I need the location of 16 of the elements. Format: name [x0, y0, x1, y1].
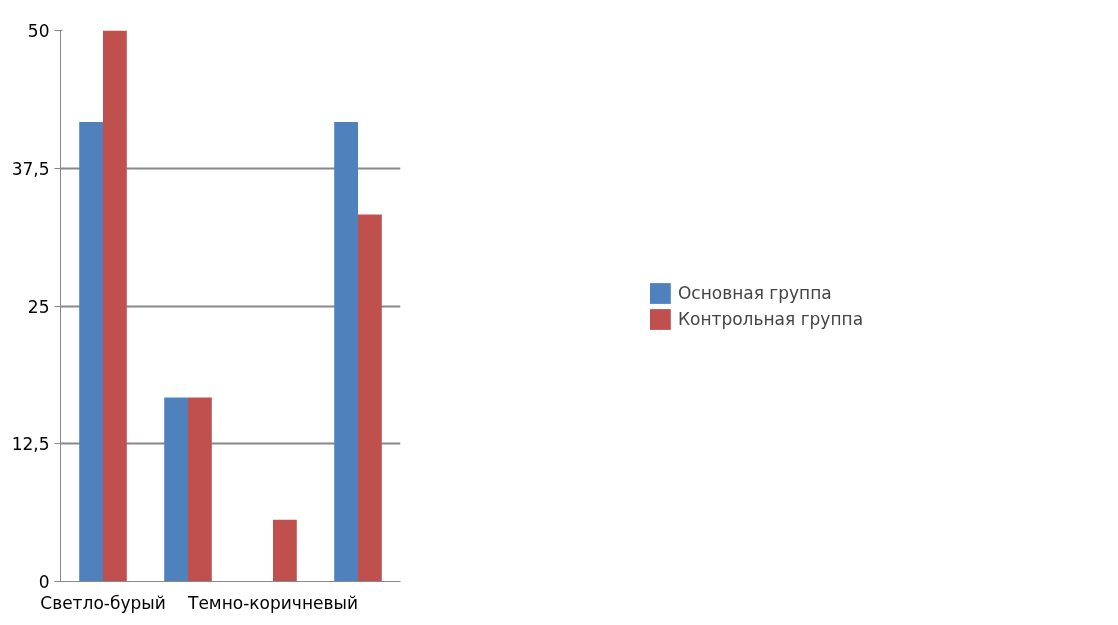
bar — [164, 397, 188, 582]
y-tick-label: 12,5 — [11, 434, 50, 455]
bar — [103, 30, 127, 582]
bar — [79, 121, 103, 582]
x-tick-label: Светло-бурый — [40, 592, 166, 613]
legend-label: Контрольная группа — [677, 308, 864, 329]
bar — [334, 121, 358, 582]
y-tick-label: 25 — [27, 296, 50, 317]
bar — [273, 519, 297, 582]
legend-label: Основная группа — [677, 282, 832, 303]
bar — [358, 214, 382, 582]
bar — [188, 397, 212, 582]
y-tick-label: 37,5 — [11, 158, 50, 179]
x-tick-label: Темно-коричневый — [187, 592, 358, 613]
y-tick-label: 0 — [38, 572, 50, 592]
y-tick-label: 50 — [27, 21, 50, 41]
